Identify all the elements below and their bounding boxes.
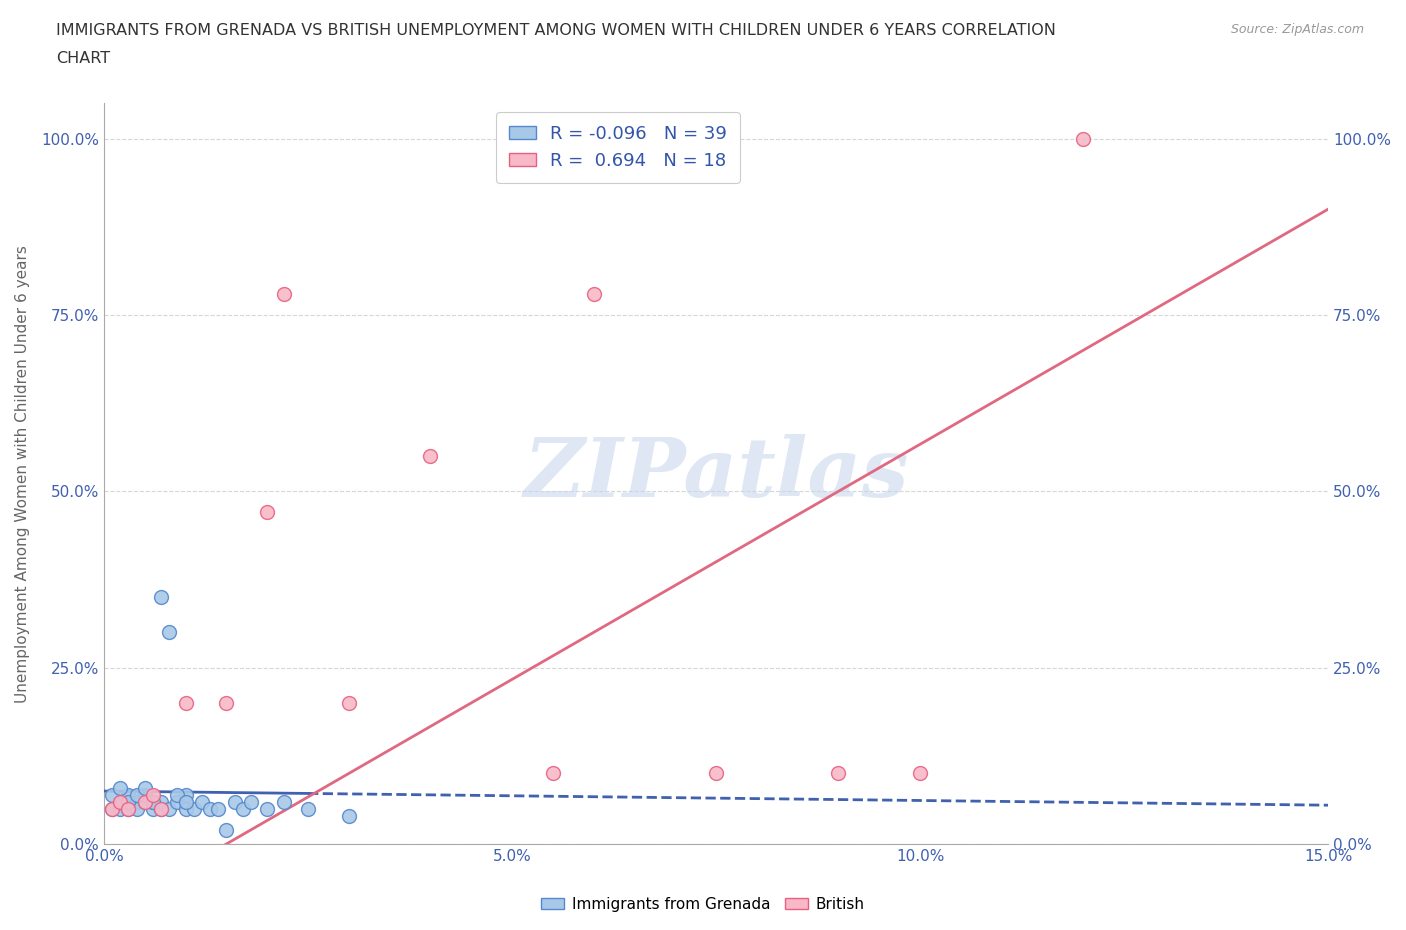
Point <box>166 794 188 809</box>
Point <box>273 794 295 809</box>
Point <box>174 787 197 802</box>
Point <box>134 780 156 795</box>
Point <box>191 794 214 809</box>
Text: CHART: CHART <box>56 51 110 66</box>
Point <box>150 802 173 817</box>
Point <box>183 802 205 817</box>
Point <box>232 802 254 817</box>
Point <box>174 696 197 711</box>
Point <box>157 625 180 640</box>
Point <box>827 766 849 781</box>
Point <box>125 787 148 802</box>
Point <box>134 794 156 809</box>
Point <box>101 787 124 802</box>
Point <box>239 794 262 809</box>
Point <box>207 802 229 817</box>
Point <box>142 802 165 817</box>
Point <box>101 802 124 817</box>
Point <box>419 448 441 463</box>
Point <box>256 802 278 817</box>
Point <box>273 286 295 301</box>
Point <box>110 802 132 817</box>
Point <box>150 794 173 809</box>
Point <box>174 794 197 809</box>
Point <box>117 802 139 817</box>
Legend: Immigrants from Grenada, British: Immigrants from Grenada, British <box>534 891 872 918</box>
Point <box>142 787 165 802</box>
Point <box>110 794 132 809</box>
Point <box>150 590 173 604</box>
Text: ZIPatlas: ZIPatlas <box>523 433 908 513</box>
Point <box>134 794 156 809</box>
Point <box>117 802 139 817</box>
Point <box>174 802 197 817</box>
Point <box>110 794 132 809</box>
Y-axis label: Unemployment Among Women with Children Under 6 years: Unemployment Among Women with Children U… <box>15 245 30 702</box>
Text: Source: ZipAtlas.com: Source: ZipAtlas.com <box>1230 23 1364 36</box>
Point <box>704 766 727 781</box>
Point <box>150 802 173 817</box>
Point <box>297 802 319 817</box>
Point <box>337 808 360 823</box>
Point <box>198 802 221 817</box>
Point <box>256 505 278 520</box>
Point <box>541 766 564 781</box>
Point <box>110 780 132 795</box>
Point <box>215 822 238 837</box>
Point <box>142 794 165 809</box>
Point <box>101 802 124 817</box>
Point <box>1071 131 1094 146</box>
Point <box>142 794 165 809</box>
Point <box>157 802 180 817</box>
Point <box>125 794 148 809</box>
Legend: R = -0.096   N = 39, R =  0.694   N = 18: R = -0.096 N = 39, R = 0.694 N = 18 <box>496 113 740 182</box>
Point <box>215 696 238 711</box>
Point <box>117 787 139 802</box>
Text: IMMIGRANTS FROM GRENADA VS BRITISH UNEMPLOYMENT AMONG WOMEN WITH CHILDREN UNDER : IMMIGRANTS FROM GRENADA VS BRITISH UNEMP… <box>56 23 1056 38</box>
Point <box>117 794 139 809</box>
Point <box>337 696 360 711</box>
Point <box>582 286 605 301</box>
Point <box>125 802 148 817</box>
Point <box>166 787 188 802</box>
Point <box>224 794 246 809</box>
Point <box>134 787 156 802</box>
Point <box>908 766 931 781</box>
